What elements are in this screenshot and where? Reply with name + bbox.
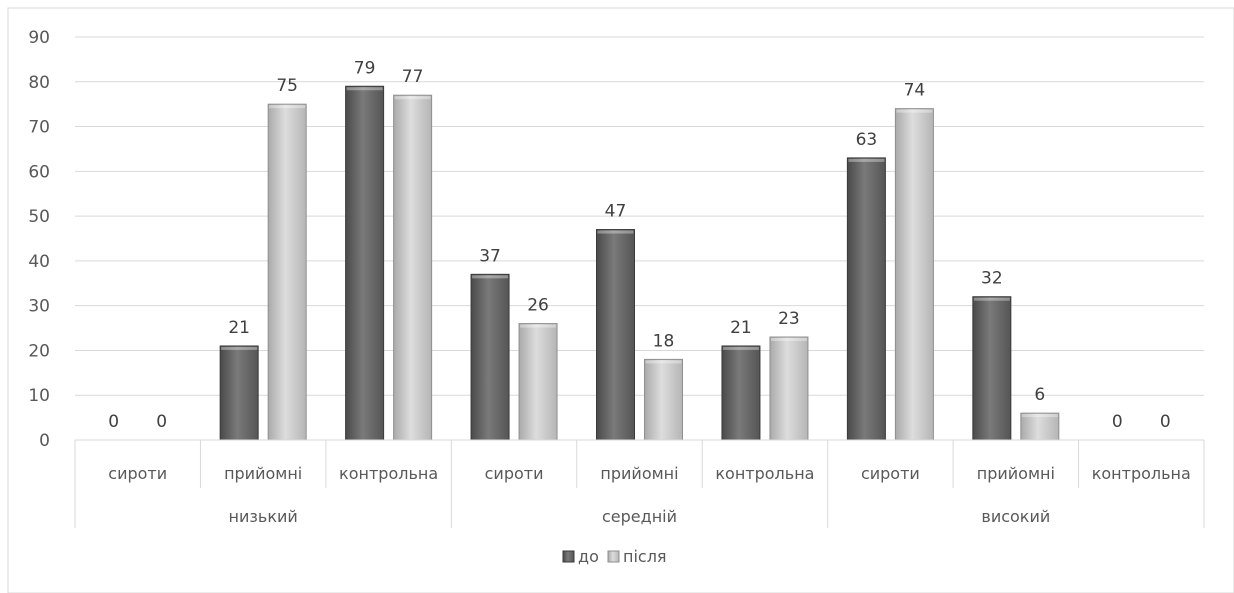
bar-pislia <box>267 103 307 441</box>
bar-do <box>972 296 1012 441</box>
bar-do <box>470 273 510 441</box>
data-label: 47 <box>605 202 627 222</box>
data-label: 26 <box>527 296 549 316</box>
bars <box>219 85 1060 441</box>
legend-label: після <box>623 547 667 566</box>
bar-do <box>596 229 635 441</box>
bar-pislia <box>393 94 433 441</box>
y-tick-label: 80 <box>28 73 50 93</box>
group-label: низький <box>229 507 298 526</box>
bar-do <box>721 345 761 441</box>
bar-bevel <box>472 275 509 279</box>
legend: до після <box>562 547 667 566</box>
category-label: контрольна <box>715 464 814 483</box>
category-label: прийомні <box>977 464 1055 483</box>
bar-do <box>345 85 385 441</box>
data-label: 21 <box>228 318 250 338</box>
bar-bevel <box>394 96 431 100</box>
bar-pislia <box>644 358 683 441</box>
data-label: 79 <box>354 58 376 78</box>
bar-bevel <box>722 346 759 350</box>
y-tick-label: 50 <box>28 207 50 227</box>
data-label: 0 <box>1160 412 1171 432</box>
y-tick-label: 30 <box>28 297 50 317</box>
bar-bevel <box>597 230 634 234</box>
data-label: 77 <box>402 67 424 87</box>
legend-swatch <box>607 550 620 563</box>
group-label: середній <box>602 507 677 526</box>
x-axis: сироти прийомні контрольна низький сироти при… <box>74 439 1205 528</box>
data-label: 18 <box>653 331 675 351</box>
y-tick-label: 60 <box>28 162 50 182</box>
y-tick-label: 10 <box>28 386 50 406</box>
data-label: 23 <box>778 309 800 329</box>
bar-bevel <box>346 87 383 91</box>
chart-frame <box>7 7 1234 593</box>
data-labels: 0 0 21 75 79 77 37 26 47 18 21 23 63 74 32 6 0 0 <box>108 58 1170 432</box>
bar-do <box>846 157 886 441</box>
bar-bevel <box>645 360 682 364</box>
data-label: 74 <box>904 81 926 101</box>
bar-pislia <box>518 323 558 441</box>
bar-pislia <box>1020 412 1060 441</box>
category-label: сироти <box>108 464 167 483</box>
data-label: 0 <box>156 412 167 432</box>
bar-pislia <box>894 108 934 441</box>
y-tick-label: 90 <box>28 28 50 48</box>
category-label: контрольна <box>339 464 438 483</box>
bar-bevel <box>269 105 306 109</box>
category-label: сироти <box>861 464 920 483</box>
bar-bevel <box>1021 414 1058 418</box>
group-label: високий <box>981 507 1050 526</box>
category-label: прийомні <box>224 464 302 483</box>
bar-bevel <box>848 158 885 162</box>
data-label: 75 <box>276 76 298 96</box>
category-label: контрольна <box>1092 464 1191 483</box>
bar-bevel <box>520 324 557 328</box>
data-label: 63 <box>856 130 878 150</box>
bar-bevel <box>896 109 933 113</box>
bar-bevel <box>221 346 258 350</box>
data-label: 37 <box>479 246 501 266</box>
bar-pislia <box>769 336 809 441</box>
legend-label: до <box>578 547 599 566</box>
bar-do <box>219 345 259 441</box>
data-label: 0 <box>108 412 119 432</box>
bar-bevel <box>770 338 807 342</box>
y-axis-ticks: 0 10 20 30 40 50 60 70 80 90 <box>28 28 50 451</box>
y-tick-label: 20 <box>28 341 50 361</box>
y-tick-label: 40 <box>28 252 50 272</box>
data-label: 21 <box>730 318 752 338</box>
gridlines <box>75 36 1204 396</box>
y-tick-label: 0 <box>39 431 50 451</box>
data-label: 6 <box>1034 385 1045 405</box>
bar-bevel <box>973 297 1010 301</box>
y-tick-label: 70 <box>28 118 50 138</box>
data-label: 32 <box>981 269 1003 289</box>
data-label: 0 <box>1112 412 1123 432</box>
legend-swatch <box>562 550 575 563</box>
category-label: сироти <box>485 464 544 483</box>
category-label: прийомні <box>600 464 678 483</box>
